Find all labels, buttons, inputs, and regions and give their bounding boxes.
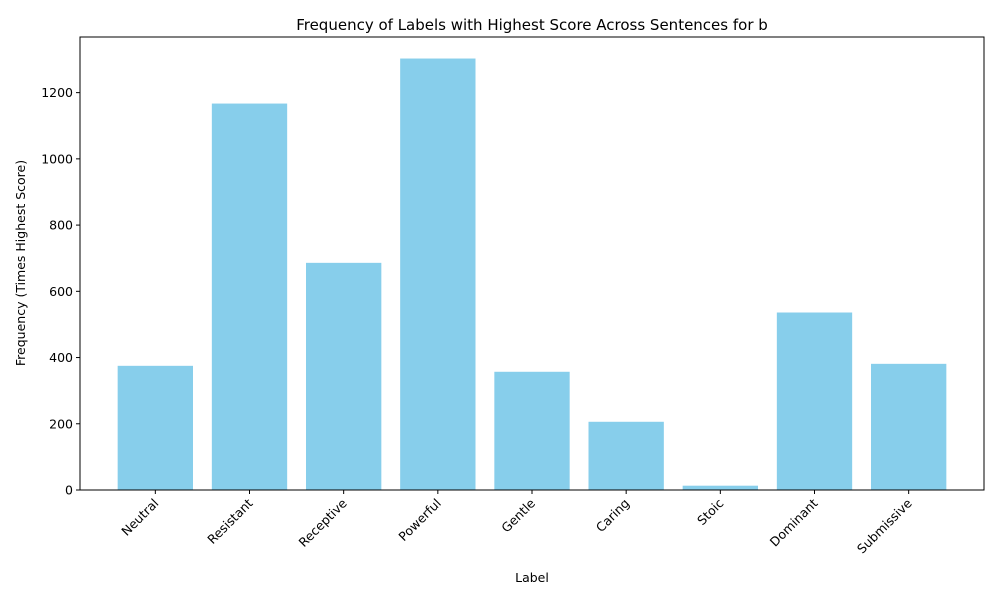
y-tick-label: 600 xyxy=(49,284,73,299)
y-axis: 0 200 400 600 800 1000 1200 xyxy=(41,85,80,498)
x-axis: Neutral Resistant Receptive Powerful Gentle C… xyxy=(118,490,915,556)
y-tick-label: 200 xyxy=(49,416,73,431)
bar-powerful xyxy=(400,58,476,491)
bar-gentle xyxy=(494,371,570,490)
y-tick-label: 1000 xyxy=(41,151,73,166)
x-tick-label: Dominant xyxy=(767,495,821,549)
y-axis-label: Frequency (Times Highest Score) xyxy=(13,160,28,366)
x-tick-label: Stoic xyxy=(694,495,726,527)
x-tick-label: Receptive xyxy=(295,495,350,550)
plot-frame xyxy=(79,36,985,491)
y-tick-label: 400 xyxy=(49,350,73,365)
bar-neutral xyxy=(117,365,193,490)
bars-group xyxy=(117,58,947,491)
x-tick-label: Caring xyxy=(593,496,632,535)
x-tick-label: Neutral xyxy=(118,496,161,539)
y-tick-label: 1200 xyxy=(41,85,73,100)
x-axis-label: Label xyxy=(515,570,549,585)
bar-receptive xyxy=(306,262,382,490)
y-tick-label: 0 xyxy=(65,483,73,498)
x-tick-label: Submissive xyxy=(854,495,915,556)
x-tick-label: Resistant xyxy=(204,495,255,546)
chart-title: Frequency of Labels with Highest Score A… xyxy=(296,16,768,34)
bar-submissive xyxy=(871,363,947,490)
bar-resistant xyxy=(211,103,288,491)
y-tick-label: 800 xyxy=(49,218,73,233)
bar-stoic xyxy=(682,485,758,490)
x-tick-label: Gentle xyxy=(498,495,538,535)
bar-caring xyxy=(588,421,664,490)
bar-dominant xyxy=(776,312,853,490)
x-tick-label: Powerful xyxy=(395,496,444,545)
